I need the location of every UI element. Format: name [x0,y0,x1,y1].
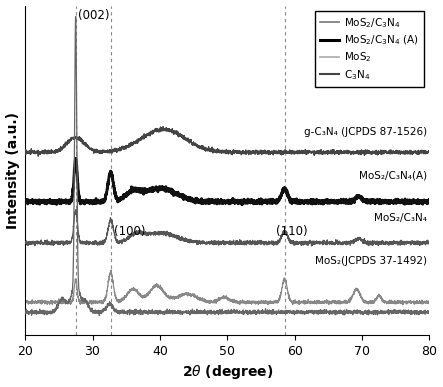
X-axis label: 2$\theta$ (degree): 2$\theta$ (degree) [182,363,273,382]
Text: MoS₂(JCPDS 37-1492): MoS₂(JCPDS 37-1492) [315,256,427,266]
Legend: MoS$_2$/C$_3$N$_4$, MoS$_2$/C$_3$N$_4$ (A), MoS$_2$, C$_3$N$_4$: MoS$_2$/C$_3$N$_4$, MoS$_2$/C$_3$N$_4$ (… [315,11,424,87]
Text: MoS₂/C₃N₄: MoS₂/C₃N₄ [374,213,427,223]
Text: (100): (100) [114,225,146,238]
Text: MoS₂/C₃N₄(A): MoS₂/C₃N₄(A) [359,170,427,180]
Text: (110): (110) [276,225,307,238]
Y-axis label: Intensity (a.u.): Intensity (a.u.) [6,112,19,229]
Text: (002): (002) [78,9,109,22]
Text: g-C₃N₄ (JCPDS 87-1526): g-C₃N₄ (JCPDS 87-1526) [304,127,427,137]
